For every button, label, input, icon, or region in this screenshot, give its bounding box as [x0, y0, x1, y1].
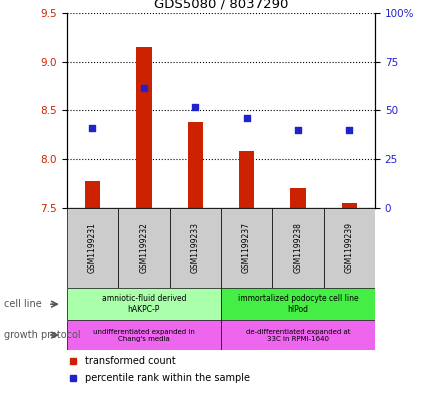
- Text: GSM1199237: GSM1199237: [242, 222, 251, 273]
- Point: [89, 125, 96, 131]
- Text: GSM1199238: GSM1199238: [293, 222, 302, 273]
- Text: GSM1199231: GSM1199231: [88, 222, 97, 273]
- Text: transformed count: transformed count: [85, 356, 175, 366]
- Point: [243, 115, 249, 121]
- Bar: [220, 208, 272, 288]
- Bar: [221, 320, 374, 350]
- Text: undifferentiated expanded in
Chang's media: undifferentiated expanded in Chang's med…: [93, 329, 194, 342]
- Text: percentile rank within the sample: percentile rank within the sample: [85, 373, 250, 383]
- Bar: [67, 288, 221, 320]
- Point: [191, 104, 198, 110]
- Text: GSM1199233: GSM1199233: [190, 222, 199, 273]
- Text: cell line: cell line: [4, 299, 42, 309]
- Text: amniotic-fluid derived
hAKPC-P: amniotic-fluid derived hAKPC-P: [101, 294, 186, 314]
- Bar: [341, 203, 356, 208]
- Title: GDS5080 / 8037290: GDS5080 / 8037290: [154, 0, 287, 10]
- Bar: [85, 181, 100, 208]
- Text: GSM1199239: GSM1199239: [344, 222, 353, 273]
- Bar: [272, 208, 323, 288]
- Bar: [136, 47, 151, 208]
- Bar: [238, 151, 254, 208]
- Bar: [289, 188, 305, 208]
- Bar: [221, 288, 374, 320]
- Bar: [169, 208, 220, 288]
- Text: GSM1199232: GSM1199232: [139, 222, 148, 273]
- Text: growth protocol: growth protocol: [4, 330, 81, 340]
- Point: [294, 127, 301, 133]
- Bar: [67, 320, 221, 350]
- Bar: [187, 122, 203, 208]
- Text: de-differentiated expanded at
33C in RPMI-1640: de-differentiated expanded at 33C in RPM…: [245, 329, 349, 342]
- Point: [140, 85, 147, 91]
- Point: [345, 127, 352, 133]
- Bar: [118, 208, 169, 288]
- Bar: [323, 208, 374, 288]
- Bar: [67, 208, 118, 288]
- Text: immortalized podocyte cell line
hIPod: immortalized podocyte cell line hIPod: [237, 294, 357, 314]
